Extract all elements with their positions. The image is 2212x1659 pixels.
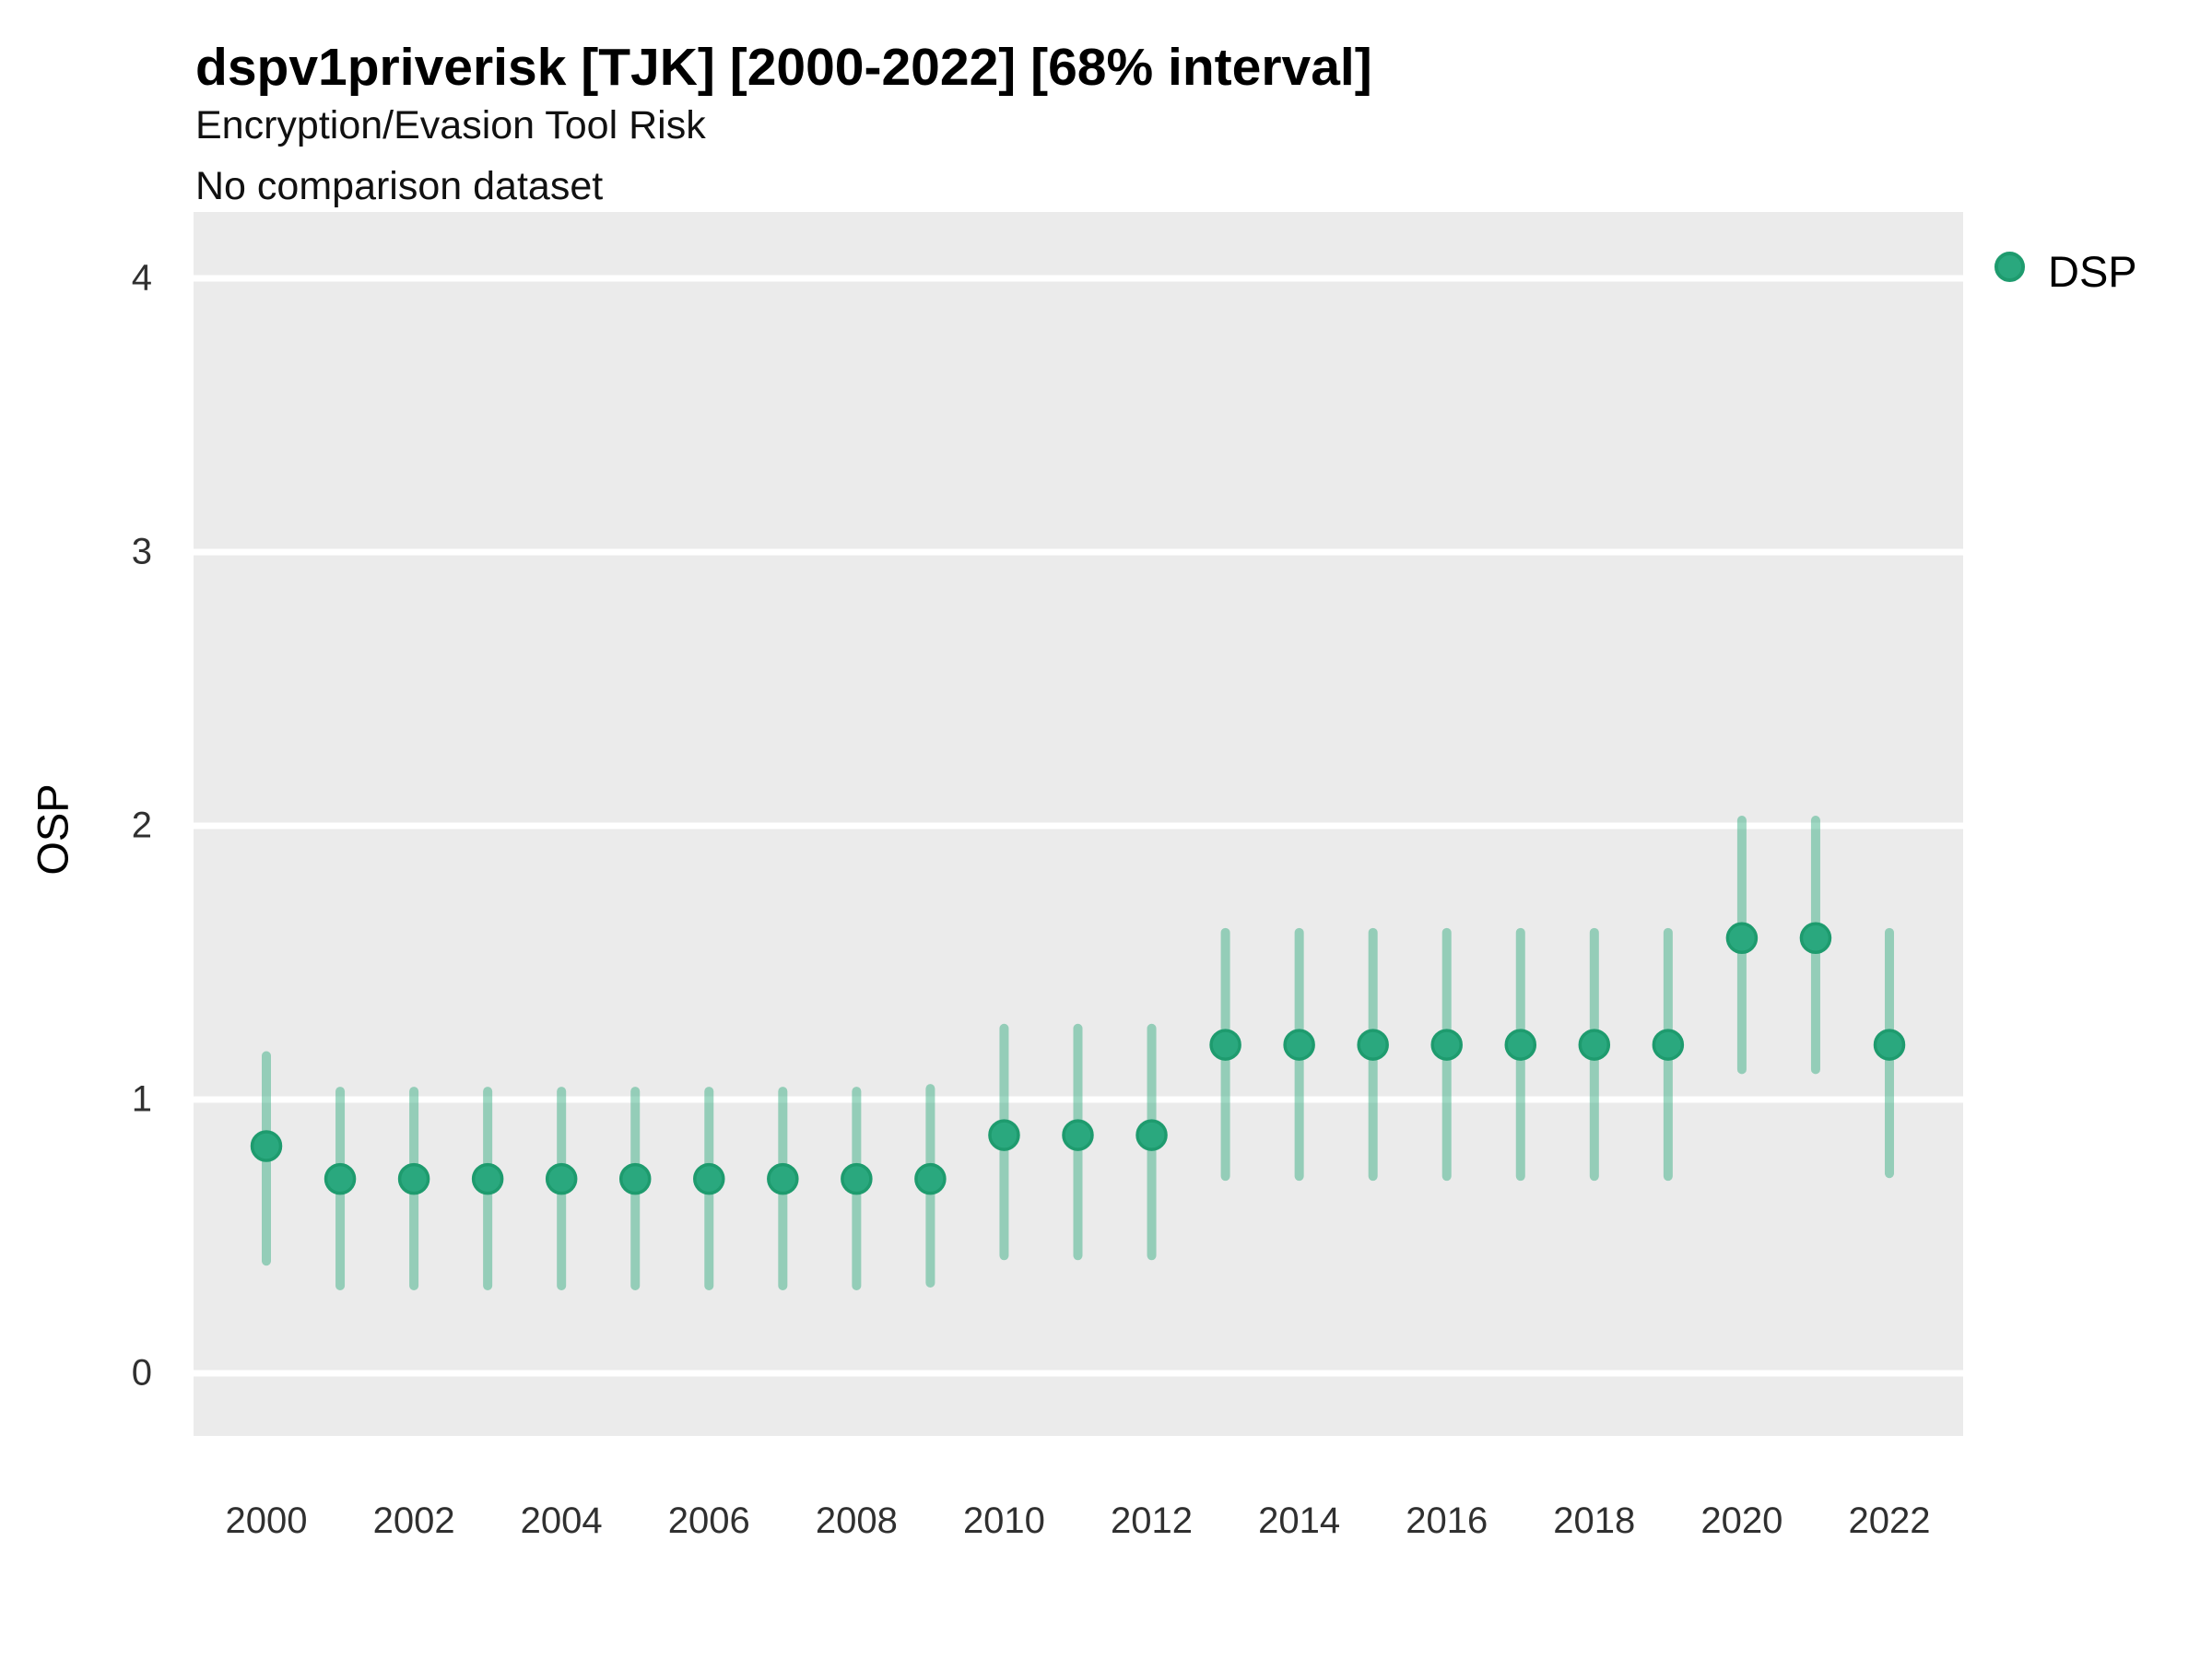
y-tick-label-2: 2 xyxy=(131,805,152,846)
x-tick-label-2010: 2010 xyxy=(962,1500,1045,1541)
plot-area xyxy=(194,212,1963,1436)
data-point-2001 xyxy=(324,1162,357,1195)
data-point-2000 xyxy=(250,1130,283,1162)
y-tick-label-3: 3 xyxy=(131,531,152,572)
legend: DSP xyxy=(1987,247,2212,304)
data-point-2011 xyxy=(1062,1119,1094,1151)
chart-subtitle: Encryption/Evasion Tool Risk xyxy=(195,103,706,147)
y-tick-label-4: 4 xyxy=(131,257,152,299)
x-tick-label-2006: 2006 xyxy=(667,1500,750,1541)
data-point-2008 xyxy=(841,1162,873,1195)
data-point-2007 xyxy=(767,1162,799,1195)
y-axis-title: OSP xyxy=(28,783,77,876)
data-point-2014 xyxy=(1283,1029,1315,1061)
x-tick-label-2022: 2022 xyxy=(1848,1500,1931,1541)
y-tick-label-1: 1 xyxy=(131,1078,152,1120)
x-tick-label-2020: 2020 xyxy=(1700,1500,1783,1541)
data-point-2003 xyxy=(471,1162,504,1195)
data-point-2009 xyxy=(914,1162,947,1195)
legend-point-icon xyxy=(1994,252,2025,282)
scatter-interval-plot xyxy=(194,275,1963,1377)
x-tick-label-2008: 2008 xyxy=(815,1500,898,1541)
data-point-2005 xyxy=(618,1162,652,1195)
data-point-2017 xyxy=(1504,1029,1537,1061)
x-tick-label-2014: 2014 xyxy=(1258,1500,1341,1541)
x-tick-label-2004: 2004 xyxy=(520,1500,603,1541)
y-tick-label-0: 0 xyxy=(131,1352,152,1394)
data-point-2018 xyxy=(1578,1029,1611,1061)
data-point-2002 xyxy=(397,1162,430,1195)
data-point-2022 xyxy=(1873,1029,1906,1061)
data-point-2020 xyxy=(1725,922,1759,955)
x-tick-label-2002: 2002 xyxy=(372,1500,455,1541)
x-tick-label-2016: 2016 xyxy=(1406,1500,1488,1541)
x-tick-label-2000: 2000 xyxy=(225,1500,308,1541)
data-point-2013 xyxy=(1209,1029,1241,1061)
data-point-2006 xyxy=(693,1162,725,1195)
data-point-2021 xyxy=(1799,922,1832,955)
legend-label: DSP xyxy=(2048,247,2137,296)
chart-note: No comparison dataset xyxy=(195,164,604,208)
data-point-2004 xyxy=(545,1162,578,1195)
chart-title: dspv1priverisk [TJK] [2000-2022] [68% in… xyxy=(195,38,1372,97)
data-point-2016 xyxy=(1430,1029,1463,1061)
x-tick-label-2018: 2018 xyxy=(1553,1500,1636,1541)
x-tick-label-2012: 2012 xyxy=(1111,1500,1194,1541)
data-point-2015 xyxy=(1357,1029,1389,1061)
data-point-2010 xyxy=(988,1119,1020,1151)
data-point-2019 xyxy=(1652,1029,1685,1061)
data-point-2012 xyxy=(1135,1119,1168,1151)
